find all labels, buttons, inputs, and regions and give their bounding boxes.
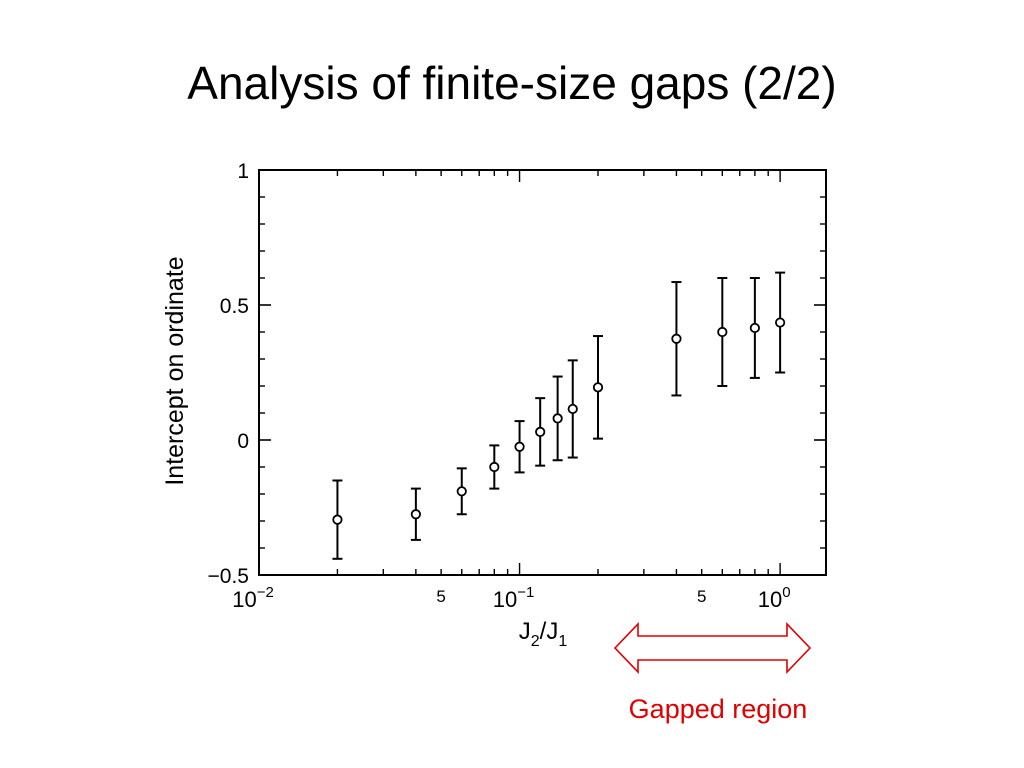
gapped-region-arrow xyxy=(613,622,812,674)
data-point xyxy=(592,382,604,393)
x-axis-label-base: J xyxy=(519,618,531,645)
axes: −0.5 0 0.5 1 10−2 5 10−1 5 100 xyxy=(208,160,827,612)
data-points xyxy=(332,271,786,560)
x-axis-label-slash: /J xyxy=(540,618,559,645)
x-tick-label: 5 xyxy=(436,587,445,606)
data-point xyxy=(552,413,563,424)
x-tick-label: 5 xyxy=(697,587,706,606)
data-point xyxy=(717,326,728,338)
data-point xyxy=(332,514,343,525)
y-tick-label: 0 xyxy=(237,430,249,453)
y-tick-label: 1 xyxy=(237,160,249,183)
gapped-region-label: Gapped region xyxy=(628,694,808,724)
data-point xyxy=(514,441,525,452)
data-point xyxy=(535,426,546,437)
x-axis-label-sub2: 1 xyxy=(558,633,567,650)
data-point xyxy=(489,461,500,473)
y-tick-label: 0.5 xyxy=(220,295,249,318)
y-tick-label: −0.5 xyxy=(208,565,249,588)
slide-title: Analysis of finite-size gaps (2/2) xyxy=(187,57,837,109)
y-axis-label: Intercept on ordinate xyxy=(161,256,189,485)
x-axis-label-sub1: 2 xyxy=(531,633,540,650)
x-tick-label: 100 xyxy=(758,584,791,612)
data-point xyxy=(671,333,682,344)
data-point xyxy=(456,486,467,497)
data-point xyxy=(410,509,421,520)
x-tick-label: 10−2 xyxy=(232,584,274,612)
data-point xyxy=(749,322,760,334)
data-point xyxy=(775,317,786,328)
data-point xyxy=(567,403,578,415)
x-axis-label: J2/J1 xyxy=(519,618,568,650)
x-tick-label: 10−1 xyxy=(493,584,535,612)
plot-frame xyxy=(258,169,827,576)
